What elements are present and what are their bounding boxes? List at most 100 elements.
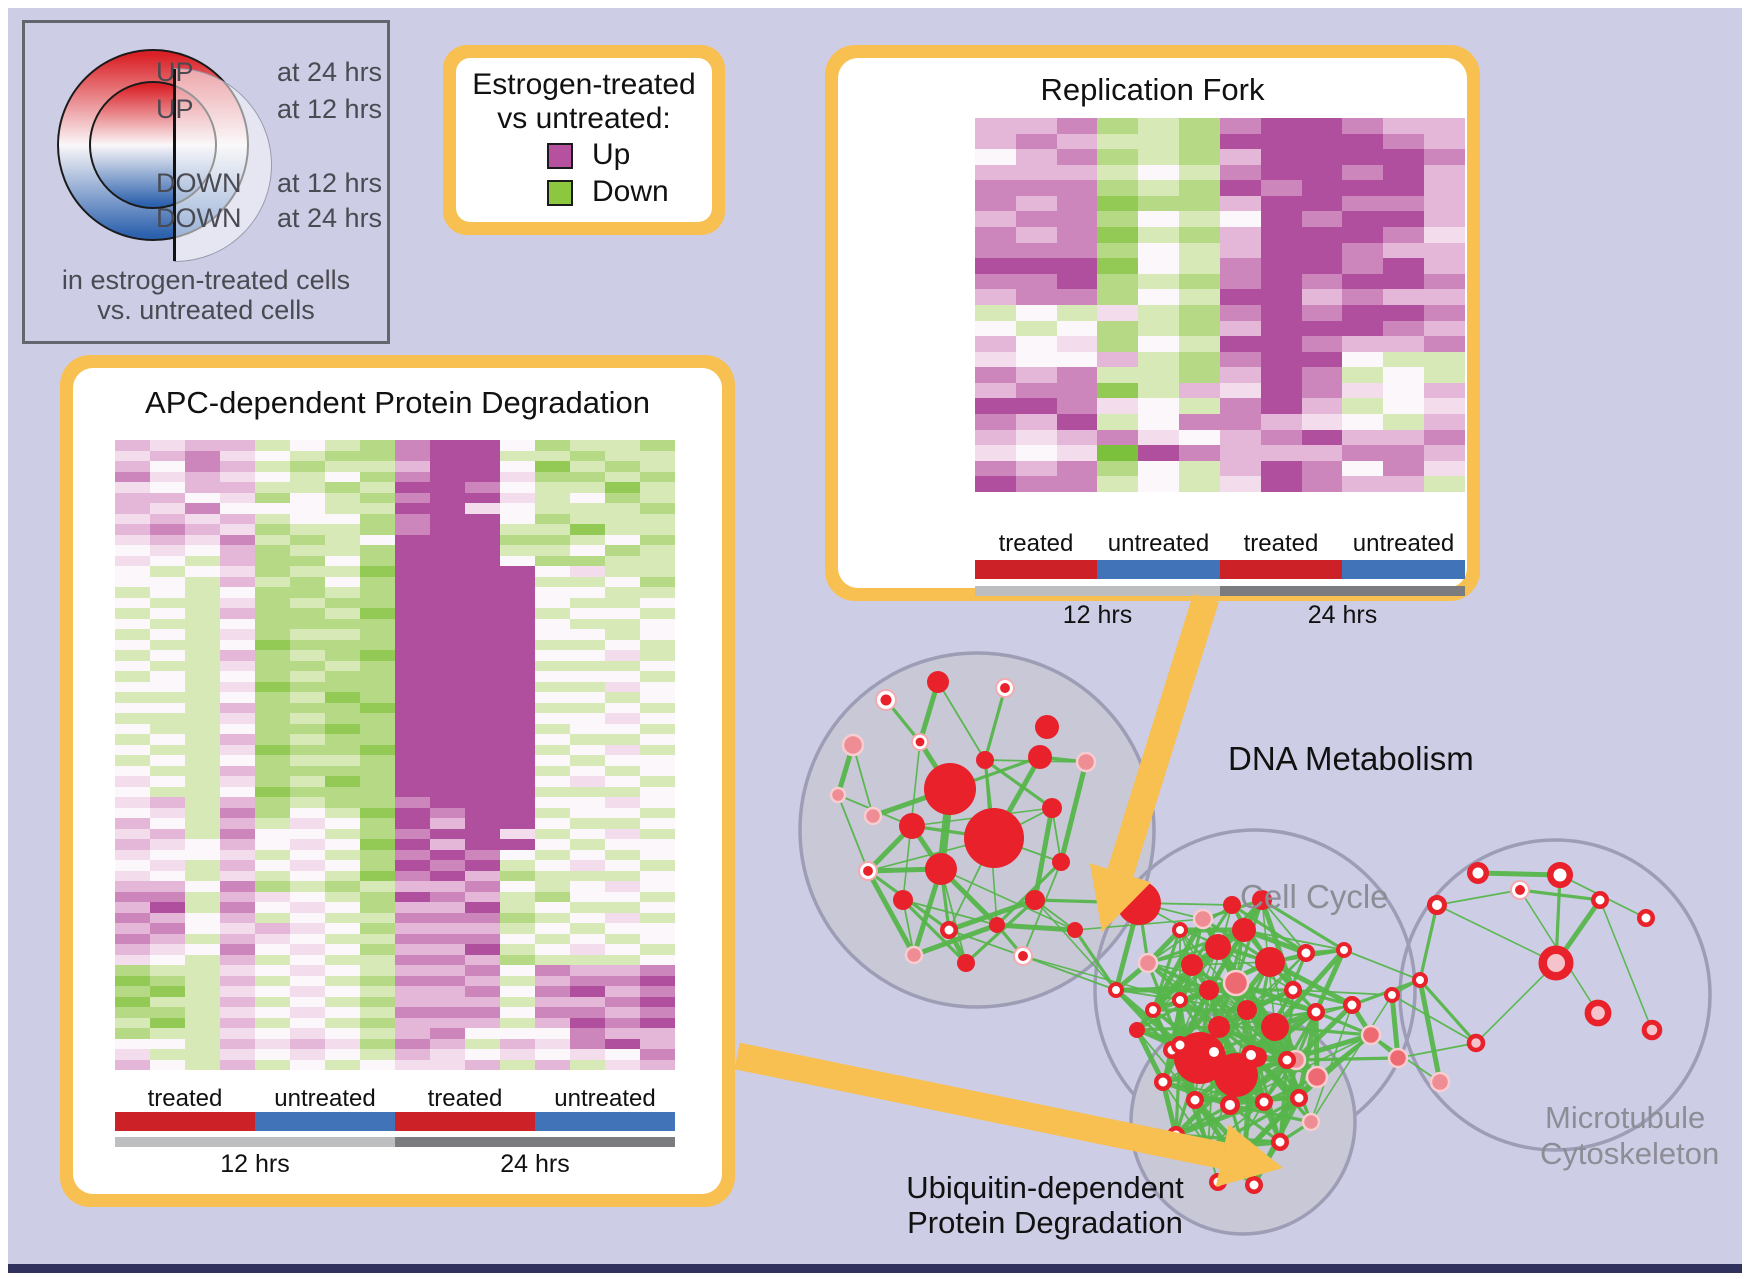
heatmap-cell [535,587,570,598]
network-node [863,866,873,876]
heatmap-cell [325,807,360,818]
heatmap-cell [465,1028,500,1039]
heatmap-cell [500,765,535,776]
heatmap-cell [640,975,675,986]
heatmap-cell [115,881,150,892]
heatmap-cell [255,471,290,482]
heatmap-cell [325,902,360,913]
heatmap-cell [500,870,535,881]
heatmap-cell [570,597,605,608]
heatmap-cell [255,450,290,461]
heatmap-cell [360,681,395,692]
heatmap-cell [1015,258,1057,274]
network-node [1199,980,1219,1000]
network-node [957,954,975,972]
heatmap-cell [150,492,185,503]
heatmap-cell [255,618,290,629]
heatmap-cell [640,513,675,524]
heatmap-cell [255,1049,290,1060]
heatmap-cell [255,639,290,650]
heatmap-cell [360,860,395,871]
heatmap-cell [1342,273,1384,290]
heatmap-cell [975,445,1016,461]
heatmap-cell [1015,211,1057,228]
heatmap-cell [605,639,640,650]
heatmap-cell [360,765,395,776]
heatmap-cell [395,839,430,850]
network-edge [1417,979,1443,1083]
heatmap-cell [605,713,640,724]
heatmap-cell [395,912,430,923]
heatmap-cell [150,839,185,850]
rf-group-label: untreated [1352,530,1455,557]
network-edge [901,898,968,965]
heatmap-cell [535,744,570,755]
heatmap-cell [395,482,430,493]
heatmap-cell [1219,258,1261,274]
down-swatch [547,180,573,206]
heatmap-cell [185,933,220,944]
heatmap-cell [325,534,360,545]
heatmap-cell [570,902,605,913]
heatmap-cell [1424,460,1465,477]
heatmap-cell [360,450,395,461]
heatmap-cell [570,513,605,524]
heatmap-cell [500,450,535,461]
heatmap-cell [325,1028,360,1039]
heatmap-cell [535,776,570,787]
heatmap-cell [1219,180,1261,196]
heatmap-cell [1383,211,1425,228]
heatmap-cell [570,461,605,472]
heatmap-cell [185,650,220,661]
rf-24hr-label: 24 hrs [1307,601,1378,629]
network-node [1220,1095,1240,1115]
heatmap-cell [1342,320,1384,337]
heatmap-cell [1260,476,1302,492]
heatmap-cell [185,839,220,850]
heatmap-cell [640,744,675,755]
heatmap-cell [115,608,150,619]
network-edge [1292,989,1393,996]
heatmap-cell [535,597,570,608]
heatmap-cell [465,545,500,556]
heatmap-cell [220,492,255,503]
heatmap-cell [570,618,605,629]
apc-treated-bar [395,1112,535,1131]
network-node [1515,885,1525,895]
apc-title: APC-dependent Protein Degradation [145,385,650,420]
heatmap-cell [220,1059,255,1070]
heatmap-cell [395,660,430,671]
heatmap-cell [395,755,430,766]
heatmap-cell [640,807,675,818]
heatmap-cell [1342,476,1384,492]
heatmap-cell [1342,180,1384,196]
heatmap-cell [325,597,360,608]
heatmap-cell [535,503,570,514]
heatmap-cell [325,576,360,587]
heatmap-cell [395,734,430,745]
heatmap-cell [570,692,605,703]
heatmap-cell [325,881,360,892]
heatmap-cell [500,524,535,535]
heatmap-cell [430,860,465,871]
heatmap-cell [1056,460,1098,477]
heatmap-cell [290,933,325,944]
heatmap-cell [115,440,150,451]
heatmap-cell [430,524,465,535]
heatmap-cell [360,513,395,524]
heatmap-cell [1056,273,1098,290]
network-edge [1207,1101,1265,1149]
heatmap-cell [1138,149,1180,165]
heatmap-cell [255,839,290,850]
heatmap-cell [220,828,255,839]
heatmap-cell [535,629,570,640]
heatmap-cell [640,1059,675,1070]
heatmap-cell [570,555,605,566]
heatmap-cell [640,440,675,451]
heatmap-cell [640,681,675,692]
heatmap-cell [1342,133,1384,150]
heatmap-cell [255,597,290,608]
heatmap-cell [605,1017,640,1028]
heatmap-cell [1383,304,1425,321]
